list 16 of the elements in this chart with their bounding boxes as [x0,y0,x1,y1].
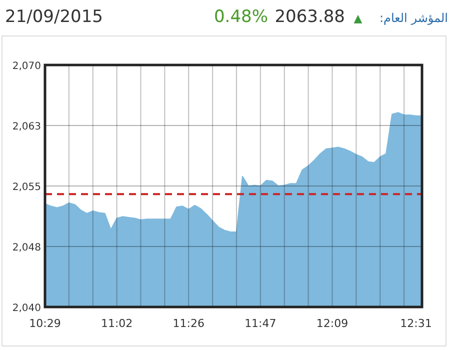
text: ▲ [354,12,363,25]
x-tick-label: 11:26 [172,317,204,330]
y-tick-label: 2,070 [12,61,41,72]
text: المؤشر العام: [379,11,448,25]
text: 2063.88 [274,7,345,27]
x-tick-label: 12:09 [316,317,348,330]
x-tick-label: 10:29 [29,317,61,330]
text: 21/09/2015 [5,7,103,27]
y-tick-label: 2,040 [12,303,41,314]
y-tick-label: 2,063 [12,122,41,132]
x-tick-label: 12:31 [400,317,432,330]
x-tick-label: 11:02 [100,317,133,330]
x-tick-label: 11:47 [244,317,276,330]
y-tick-label: 2,055 [12,182,41,193]
y-tick-label: 2,048 [12,242,41,254]
text: 0.48% [214,7,268,27]
